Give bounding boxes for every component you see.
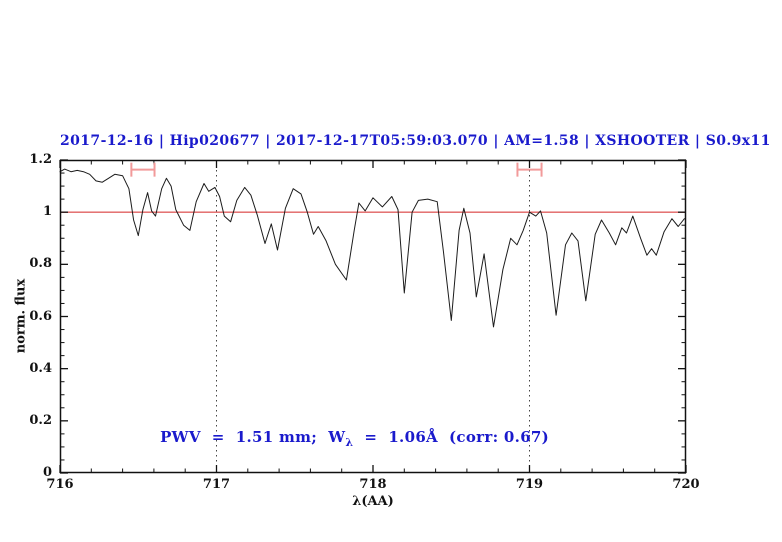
spectrum-line bbox=[59, 168, 685, 328]
y-tick-label-0.2: 0.2 bbox=[29, 412, 52, 428]
y-tick-label-0: 0 bbox=[42, 465, 52, 480]
x-axis-title: λ(AA) bbox=[352, 494, 394, 509]
lambda-subscript: λ bbox=[345, 436, 354, 449]
plot-area bbox=[59, 159, 687, 474]
x-tick-label-716: 716 bbox=[46, 477, 74, 492]
x-tick-label-717: 717 bbox=[202, 477, 231, 492]
x-tick-label-719: 719 bbox=[515, 477, 544, 492]
y-tick-label-1: 1 bbox=[42, 204, 52, 220]
x-tick-label-720: 720 bbox=[672, 477, 700, 492]
y-axis-title: norm. flux bbox=[13, 278, 29, 354]
y-tick-label-1.2: 1.2 bbox=[29, 152, 52, 167]
pwv-annotation-suffix: = 1.06Å (corr: 0.67) bbox=[353, 428, 550, 446]
plot-title: 2017-12-16 | Hip020677 | 2017-12-17T05:5… bbox=[60, 133, 771, 149]
y-tick-label-0.6: 0.6 bbox=[29, 308, 52, 324]
axes-frame bbox=[59, 159, 687, 474]
y-tick-label-0.8: 0.8 bbox=[29, 256, 52, 272]
pwv-annotation: PWV = 1.51 mm; Wλ = 1.06Å (corr: 0.67) bbox=[138, 410, 549, 467]
pwv-annotation-prefix: PWV = 1.51 mm; W bbox=[160, 428, 346, 446]
x-tick-label-718: 718 bbox=[359, 477, 387, 492]
y-tick-label-0.4: 0.4 bbox=[29, 360, 52, 376]
